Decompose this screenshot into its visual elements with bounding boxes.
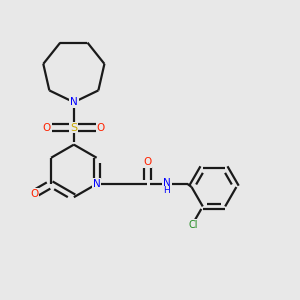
Text: O: O (43, 123, 51, 133)
Text: O: O (143, 157, 152, 167)
Text: H: H (164, 186, 170, 195)
Text: O: O (30, 189, 38, 199)
Text: S: S (70, 123, 77, 133)
Text: Cl: Cl (188, 220, 198, 230)
Text: N: N (163, 178, 171, 188)
Text: O: O (97, 123, 105, 133)
Text: N: N (70, 97, 78, 107)
Text: N: N (93, 179, 101, 189)
